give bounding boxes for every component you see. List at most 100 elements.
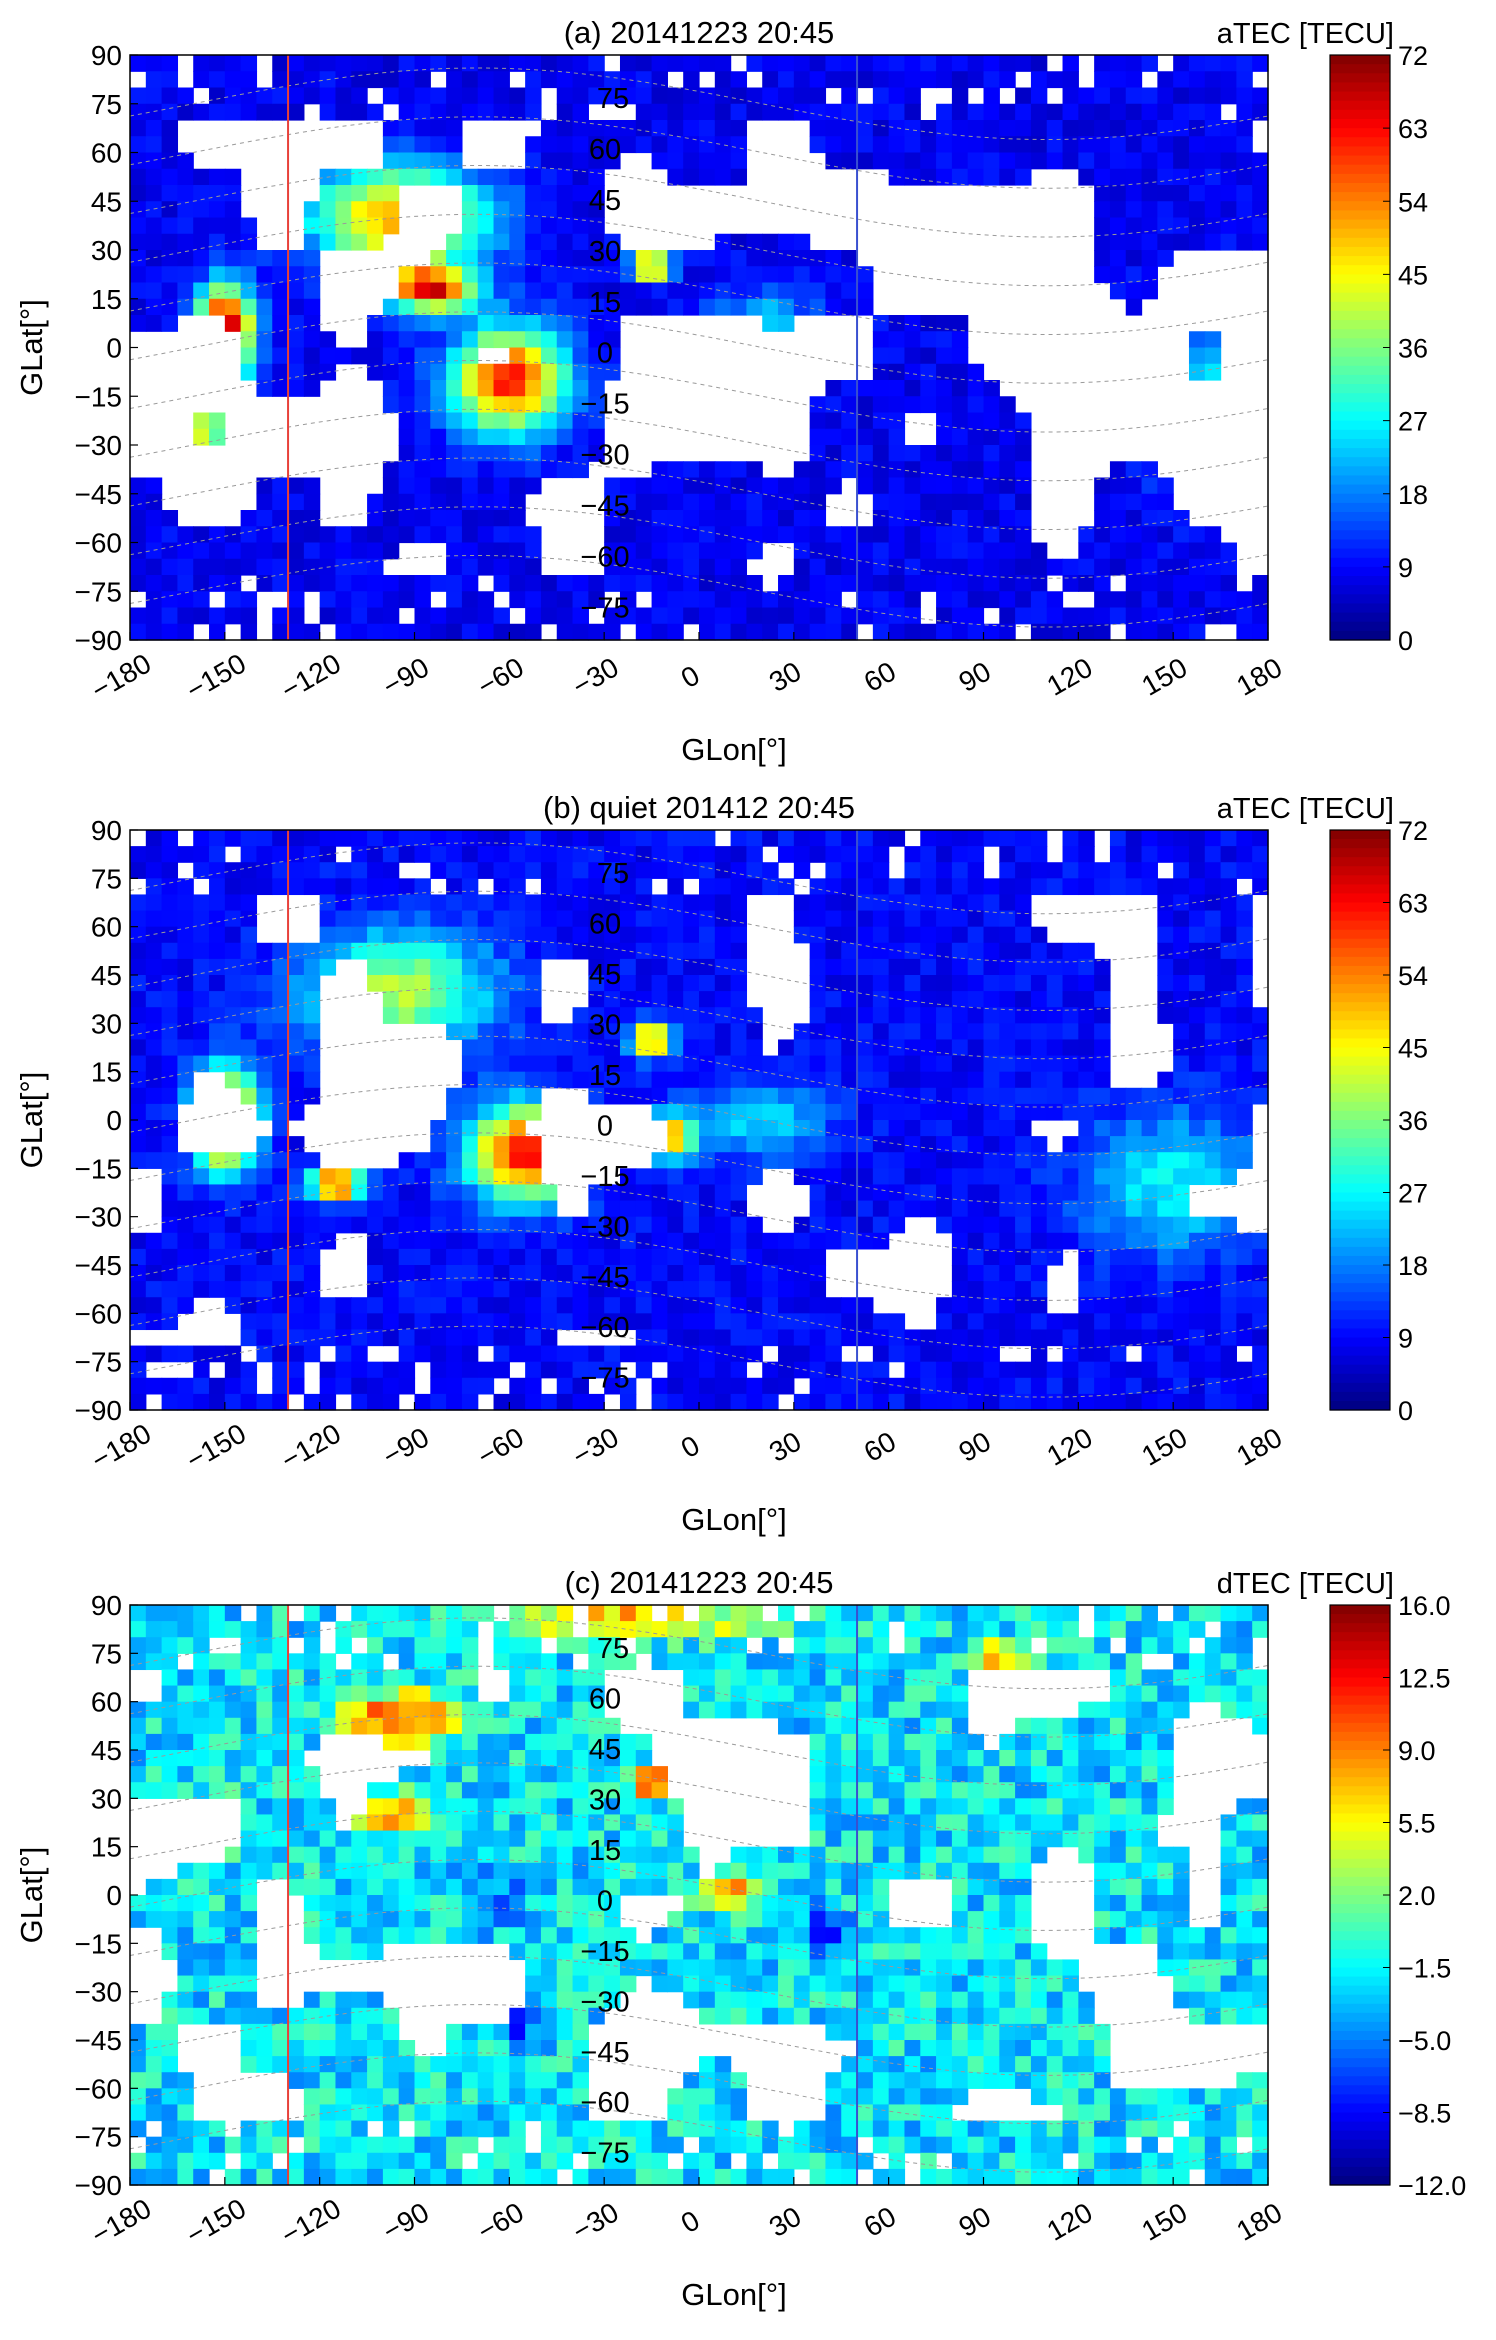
mag-lat-label: 45 [589, 959, 621, 991]
heatmap-cell [746, 1007, 763, 1024]
heatmap-cell [619, 942, 637, 960]
heatmap-cell [1157, 607, 1174, 625]
heatmap-cell [398, 1846, 416, 1864]
heatmap-cell [1109, 1281, 1127, 1298]
heatmap-cell [493, 233, 510, 251]
heatmap-cell [540, 1685, 558, 1703]
heatmap-cell [778, 830, 795, 847]
heatmap-cell [414, 591, 431, 609]
heatmap-cell [145, 607, 163, 625]
heatmap-cell [983, 71, 1000, 89]
heatmap-cell [525, 1232, 542, 1250]
heatmap-cell [841, 1377, 858, 1395]
heatmap-cell [193, 298, 210, 316]
heatmap-cell [1157, 1200, 1174, 1218]
heatmap-cell [509, 2168, 526, 2186]
heatmap-cell [809, 1329, 827, 1347]
heatmap-cell [240, 1895, 258, 1912]
heatmap-cell [240, 1297, 258, 1314]
heatmap-cell [1109, 1377, 1127, 1395]
heatmap-cell [461, 347, 479, 365]
heatmap-cell [1236, 1055, 1253, 1073]
heatmap-cell [161, 1055, 179, 1073]
colorbar-segment [1330, 830, 1390, 840]
heatmap-cell [841, 298, 858, 316]
heatmap-cell [872, 428, 890, 446]
heatmap-cell [145, 87, 163, 105]
heatmap-cell [1204, 217, 1222, 235]
heatmap-cell [193, 862, 210, 879]
heatmap-cell [493, 1798, 510, 1816]
heatmap-cell [1173, 1023, 1190, 1041]
heatmap-cell [540, 1927, 558, 1944]
heatmap-cell [651, 910, 668, 928]
heatmap-cell [920, 1393, 937, 1411]
heatmap-cell [1157, 103, 1174, 121]
heatmap-cell [319, 878, 337, 896]
heatmap-cell [699, 1232, 716, 1250]
heatmap-cell [1015, 1023, 1032, 1041]
heatmap-cell [209, 1232, 226, 1250]
heatmap-cell [825, 1232, 842, 1250]
heatmap-cell [493, 1329, 510, 1347]
heatmap-cell [256, 1184, 273, 1202]
heatmap-cell [920, 1007, 937, 1024]
heatmap-cell [414, 1313, 431, 1331]
heatmap-cell [619, 862, 637, 879]
heatmap-cell [778, 1071, 795, 1089]
heatmap-cell [1046, 1023, 1064, 1041]
heatmap-cell [667, 846, 684, 863]
heatmap-cell [303, 1733, 321, 1751]
heatmap-cell [525, 1281, 542, 1298]
heatmap-cell [1204, 55, 1222, 72]
heatmap-cell [1015, 461, 1032, 479]
heatmap-cell [1015, 1232, 1032, 1250]
heatmap-cell [177, 2168, 194, 2186]
heatmap-cell [825, 862, 842, 879]
heatmap-cell [240, 558, 258, 576]
heatmap-cell [493, 1297, 510, 1314]
heatmap-cell [130, 1911, 147, 1928]
heatmap-cell [256, 558, 273, 576]
heatmap-cell [209, 878, 226, 896]
heatmap-cell [367, 1653, 384, 1671]
heatmap-cell [619, 1313, 637, 1331]
heatmap-cell [461, 991, 479, 1008]
heatmap-cell [161, 1895, 179, 1912]
heatmap-cell [904, 558, 921, 576]
heatmap-cell [525, 1297, 542, 1314]
heatmap-cell [446, 1927, 463, 1944]
heatmap-cell [1094, 1039, 1111, 1057]
heatmap-cell [983, 1281, 1000, 1298]
heatmap-cell [351, 1911, 368, 1928]
colorbar-segment [1330, 1355, 1390, 1366]
x-tick-label: −30 [567, 1421, 624, 1472]
heatmap-cell [398, 1878, 416, 1896]
x-tick-label: 0 [676, 659, 705, 694]
heatmap-cell [303, 1007, 321, 1024]
y-tick-label: 75 [91, 863, 122, 894]
heatmap-cell [730, 575, 748, 592]
heatmap-cell [209, 1975, 226, 1993]
heatmap-cell [588, 1071, 605, 1089]
heatmap-cell [683, 103, 700, 121]
heatmap-cell [145, 926, 163, 944]
colorbar-segment [1330, 402, 1390, 413]
heatmap-cell [382, 201, 400, 219]
heatmap-cell [240, 1814, 258, 1832]
heatmap-cell [398, 445, 416, 462]
heatmap-cell [983, 1313, 1000, 1331]
heatmap-cell [572, 87, 589, 105]
heatmap-cell [161, 1023, 179, 1041]
mag-lat-curve [129, 506, 1269, 579]
heatmap-cell [224, 2136, 242, 2154]
colorbar-segment [1330, 1029, 1390, 1040]
heatmap-cell [398, 347, 416, 365]
heatmap-cell [414, 1701, 431, 1719]
heatmap-cell [461, 2040, 479, 2057]
heatmap-cell [509, 380, 526, 397]
heatmap-cell [540, 862, 558, 879]
heatmap-cell [809, 542, 827, 560]
heatmap-cell [303, 2072, 321, 2089]
heatmap-cell [651, 1200, 668, 1218]
